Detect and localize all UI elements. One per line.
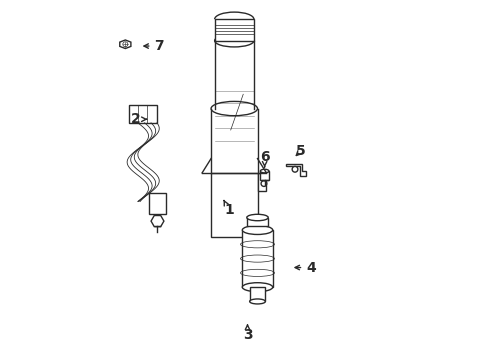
Polygon shape (151, 216, 164, 227)
FancyBboxPatch shape (215, 19, 254, 41)
Text: 7: 7 (144, 39, 164, 53)
Circle shape (292, 166, 298, 172)
Ellipse shape (211, 102, 258, 116)
Text: 6: 6 (260, 150, 270, 167)
FancyBboxPatch shape (247, 217, 268, 226)
FancyBboxPatch shape (243, 230, 272, 287)
Text: 1: 1 (224, 201, 234, 217)
Circle shape (261, 181, 267, 186)
Polygon shape (258, 173, 267, 191)
FancyBboxPatch shape (211, 173, 258, 237)
Ellipse shape (243, 283, 272, 292)
Text: 5: 5 (295, 144, 305, 158)
Ellipse shape (243, 226, 272, 234)
Ellipse shape (249, 299, 266, 304)
FancyBboxPatch shape (249, 287, 266, 301)
Polygon shape (286, 164, 306, 176)
Polygon shape (120, 40, 131, 49)
Ellipse shape (260, 169, 269, 173)
Text: 3: 3 (243, 325, 252, 342)
Circle shape (123, 42, 128, 47)
FancyBboxPatch shape (260, 171, 269, 180)
FancyBboxPatch shape (129, 105, 157, 123)
Text: 4: 4 (295, 261, 316, 275)
Ellipse shape (215, 35, 254, 47)
Ellipse shape (247, 214, 268, 221)
FancyBboxPatch shape (148, 193, 167, 214)
Text: 2: 2 (131, 112, 147, 126)
